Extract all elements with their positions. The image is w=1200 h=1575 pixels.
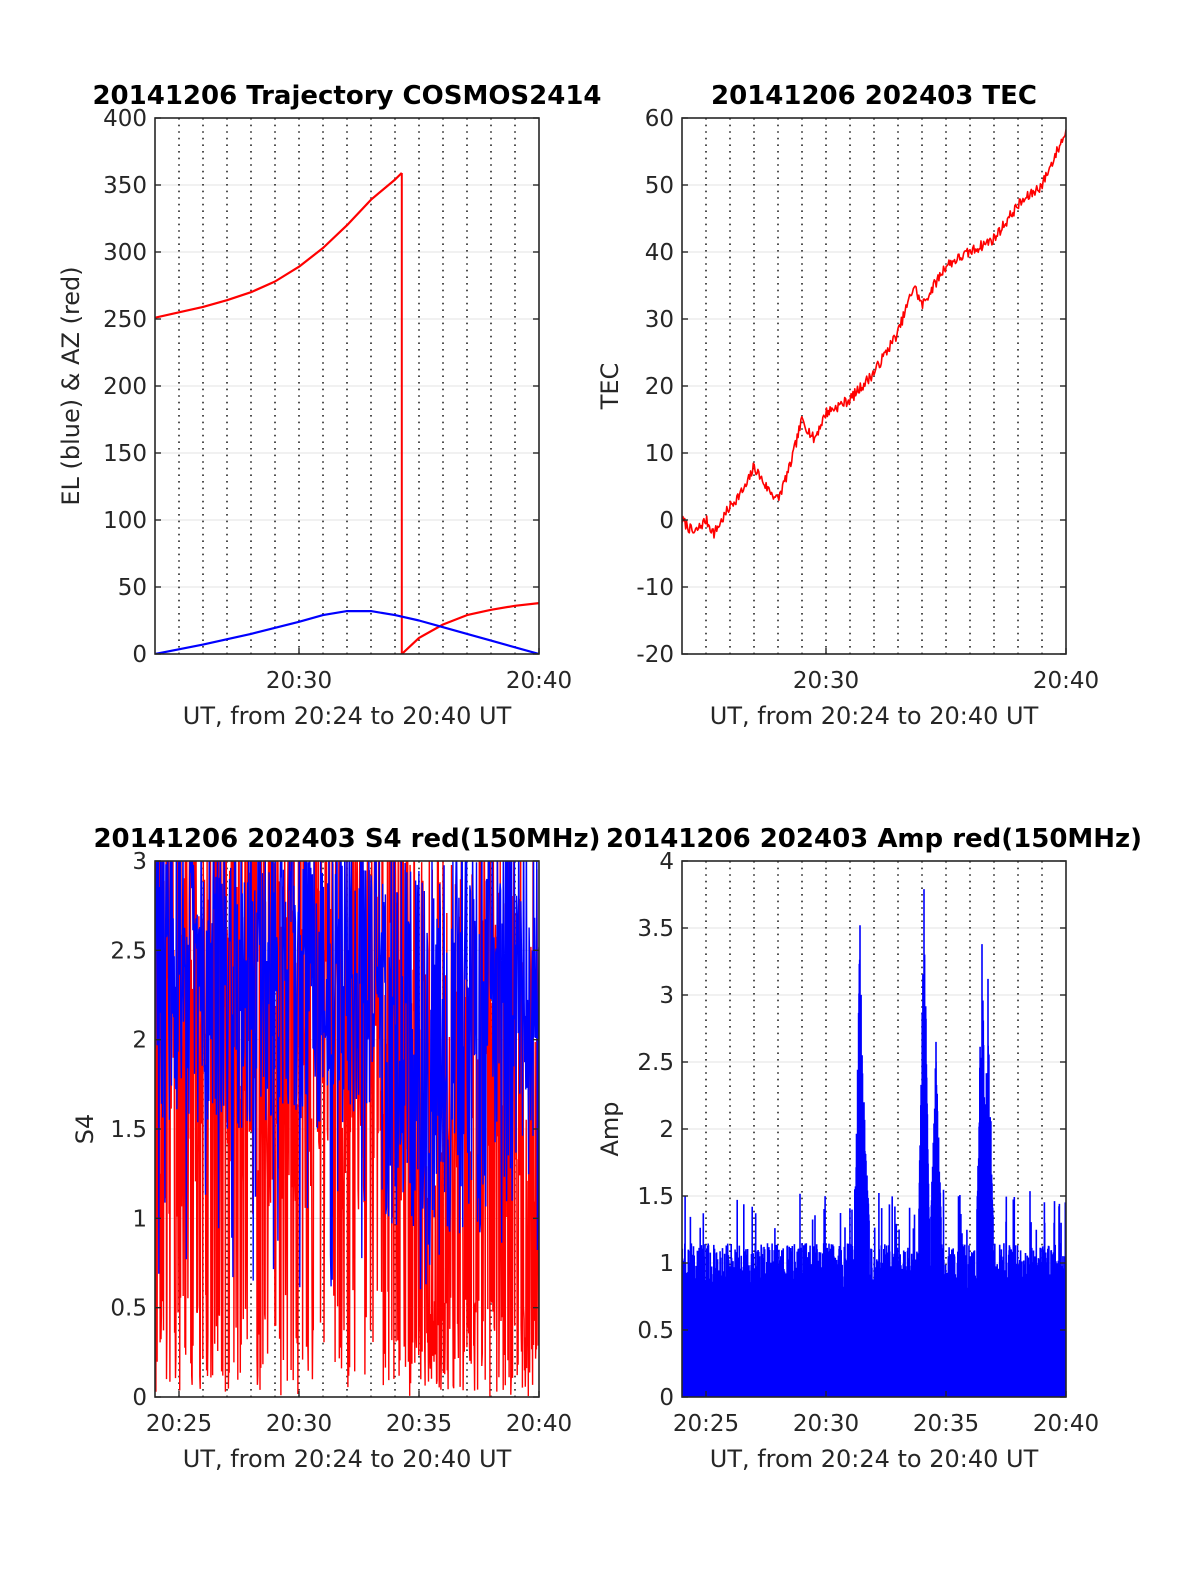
series-s4-blue-line: [155, 861, 539, 1290]
y-tick-label: 0.5: [110, 1296, 147, 1322]
series-s4-red-line: [155, 861, 539, 1397]
y-tick-label: 60: [645, 106, 674, 132]
y-tick-label: 4: [659, 849, 674, 875]
data-layer: [155, 861, 539, 1397]
data-layer: [682, 889, 1066, 1397]
y-tick-label: 2.5: [637, 1050, 674, 1076]
x-tick-label: 20:30: [266, 1411, 332, 1437]
y-tick-label: 20: [645, 374, 674, 400]
y-tick-label: 2: [659, 1117, 674, 1143]
x-tick-label: 20:30: [266, 668, 332, 694]
y-tick-label: 30: [645, 307, 674, 333]
x-tick-label: 20:40: [1033, 1411, 1099, 1437]
chart-title: 20141206 Trajectory COSMOS2414: [92, 81, 601, 111]
y-tick-label: 200: [103, 374, 147, 400]
y-tick-label: 1: [132, 1206, 147, 1232]
y-tick-label: 40: [645, 240, 674, 266]
y-tick-label: 0: [132, 642, 147, 668]
chart-panel-3: 0 0.5 1 1.5 2 2.5 3 20:25 20:30 20:35 20:40 2014120…: [71, 824, 601, 1473]
x-axis-label: UT, from 20:24 to 20:40 UT: [183, 1445, 512, 1473]
data-layer: [155, 172, 539, 654]
y-tick-label: 350: [103, 173, 147, 199]
y-tick-label: 2: [132, 1028, 147, 1054]
x-axis-label: UT, from 20:24 to 20:40 UT: [710, 702, 1039, 730]
series-tec-line: [682, 129, 1066, 539]
y-axis-label: TEC: [596, 363, 624, 411]
series-az-line: [401, 602, 539, 654]
y-tick-label: 0.5: [637, 1318, 674, 1344]
y-axis-label: Amp: [596, 1101, 624, 1156]
chart-panel-4: 0 0.5 1 1.5 2 2.5 3 3.5 4 20:25 20:30 20:35 20:40 201…: [596, 824, 1142, 1473]
y-tick-label: 3.5: [637, 916, 674, 942]
y-tick-label: 1.5: [110, 1117, 147, 1143]
x-tick-label: 20:30: [793, 668, 859, 694]
y-tick-label: -10: [636, 575, 674, 601]
y-tick-label: 400: [103, 106, 147, 132]
x-tick-label: 20:25: [146, 1411, 212, 1437]
x-tick-label: 20:35: [386, 1411, 452, 1437]
y-tick-label: 10: [645, 441, 674, 467]
x-axis-label: UT, from 20:24 to 20:40 UT: [183, 702, 512, 730]
y-tick-label: 50: [118, 575, 147, 601]
y-tick-label: 0: [659, 1385, 674, 1411]
y-tick-label: 3: [132, 849, 147, 875]
y-tick-label: 250: [103, 307, 147, 333]
x-tick-label: 20:25: [673, 1411, 739, 1437]
y-tick-label: 2.5: [110, 938, 147, 964]
x-tick-label: 20:40: [1033, 668, 1099, 694]
y-axis-label: EL (blue) & AZ (red): [57, 266, 85, 505]
chart-panel-2: -20 -10 0 10 20 30 40 50 60 20:30 20:40 20141206 20…: [596, 81, 1099, 730]
y-tick-label: 0: [659, 508, 674, 534]
y-tick-label: 1: [659, 1251, 674, 1277]
y-tick-label: 50: [645, 173, 674, 199]
x-tick-label: 20:30: [793, 1411, 859, 1437]
y-tick-label: 100: [103, 508, 147, 534]
series-az-line: [155, 172, 403, 319]
x-tick-label: 20:40: [506, 1411, 572, 1437]
data-layer: [682, 129, 1066, 539]
x-tick-label: 20:40: [506, 668, 572, 694]
series-el-line: [155, 610, 539, 654]
y-tick-label: 300: [103, 240, 147, 266]
y-axis-label: S4: [71, 1114, 99, 1145]
chart-title: 20141206 202403 Amp red(150MHz): [606, 824, 1142, 854]
series-amp-line: [682, 889, 1066, 1397]
x-axis-label: UT, from 20:24 to 20:40 UT: [710, 1445, 1039, 1473]
y-tick-label: 1.5: [637, 1184, 674, 1210]
y-tick-label: -20: [636, 642, 674, 668]
y-tick-label: 150: [103, 441, 147, 467]
y-tick-label: 3: [659, 983, 674, 1009]
chart-title: 20141206 202403 TEC: [711, 81, 1037, 111]
x-tick-label: 20:35: [913, 1411, 979, 1437]
chart-title: 20141206 202403 S4 red(150MHz): [93, 824, 600, 854]
chart-panel-1: 0 50 100 150 200 250 300 350 400 20:30 20:40 201412…: [57, 81, 602, 730]
y-tick-label: 0: [132, 1385, 147, 1411]
